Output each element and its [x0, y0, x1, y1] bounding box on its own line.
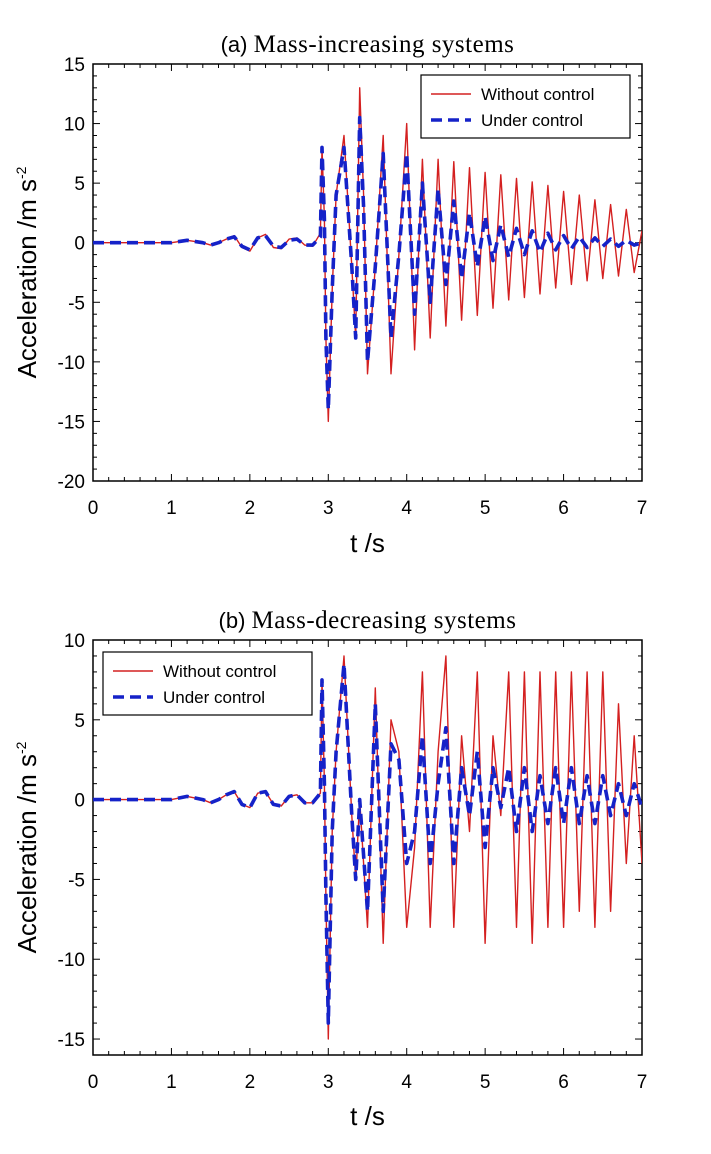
chart-title-prefix: (a): [221, 32, 254, 57]
y-tick-label: -15: [58, 1030, 85, 1051]
y-tick-label: 10: [64, 631, 85, 652]
x-tick-label: 6: [558, 1072, 569, 1093]
x-axis-label: t /s: [350, 1101, 385, 1131]
series-line-under-control: [93, 115, 642, 412]
legend: Without control Under control: [102, 651, 313, 716]
y-tick-label: -10: [58, 353, 85, 374]
series-line-under-control: [93, 662, 642, 1025]
plot-data: [93, 87, 642, 423]
y-tick-label: 0: [74, 791, 85, 812]
x-tick-label: 3: [323, 1072, 334, 1093]
y-tick-label: 0: [74, 234, 85, 255]
y-tick-label: -20: [58, 472, 85, 493]
x-tick-label: 1: [166, 498, 177, 519]
y-tick-label: -10: [58, 950, 85, 971]
y-tick-label: -15: [58, 412, 85, 433]
x-axis-label: t /s: [350, 528, 385, 558]
y-tick-label: 10: [64, 115, 85, 136]
x-tick-label: 7: [637, 1072, 648, 1093]
plot-data: [93, 655, 642, 1040]
panel-b: 0 1 2 3 4 5 6 7 10 5 0 -5 -10 -15 t /s Acceleration /m …: [12, 607, 647, 1131]
legend-box: [102, 651, 313, 716]
plot-frame: [92, 63, 643, 482]
y-axis-label: Acceleration /m s-2: [12, 166, 42, 378]
chart-title-text: Mass-increasing systems: [254, 31, 515, 58]
y-axis-label: Acceleration /m s-2: [12, 741, 42, 953]
legend-label-under-control: Under control: [481, 111, 583, 130]
chart-title-prefix: (b): [219, 608, 252, 633]
y-tick-label: -5: [68, 293, 85, 314]
x-tick-label: 0: [88, 1072, 99, 1093]
y-axis-label-text: Acceleration /m s: [12, 179, 42, 378]
x-tick-label: 6: [558, 498, 569, 519]
legend-label-without-control: Without control: [481, 85, 594, 104]
y-axis-label-text: Acceleration /m s: [12, 754, 42, 953]
x-tick-label: 5: [480, 498, 491, 519]
y-tick-label: 5: [74, 174, 85, 195]
x-tick-label: 1: [166, 1072, 177, 1093]
y-tick-label: 5: [74, 711, 85, 732]
x-tick-label: 5: [480, 1072, 491, 1093]
y-axis-label-superscript: -2: [13, 741, 29, 754]
chart-title-text: Mass-decreasing systems: [252, 607, 517, 634]
x-tick-label: 2: [245, 498, 256, 519]
x-tick-label: 4: [401, 1072, 412, 1093]
x-tick-label: 2: [245, 1072, 256, 1093]
chart-title: (b) Mass-decreasing systems: [219, 607, 517, 634]
y-tick-label: 15: [64, 55, 85, 76]
y-tick-label: -5: [68, 870, 85, 891]
legend-label-without-control: Without control: [163, 662, 276, 681]
legend-label-under-control: Under control: [163, 688, 265, 707]
y-axis-label-superscript: -2: [13, 166, 29, 179]
chart-title: (a) Mass-increasing systems: [221, 31, 515, 58]
legend-box: [420, 74, 631, 139]
x-tick-label: 3: [323, 498, 334, 519]
x-tick-label: 0: [88, 498, 99, 519]
x-tick-label: 7: [637, 498, 648, 519]
series-line-without-control: [93, 655, 642, 1040]
legend: Without control Under control: [420, 74, 631, 139]
panel-a: 0 1 2 3 4 5 6 7 15 10 5 0 -5 -10 -15 -20 t /s Acceleratio…: [12, 31, 647, 558]
x-tick-label: 4: [401, 498, 412, 519]
